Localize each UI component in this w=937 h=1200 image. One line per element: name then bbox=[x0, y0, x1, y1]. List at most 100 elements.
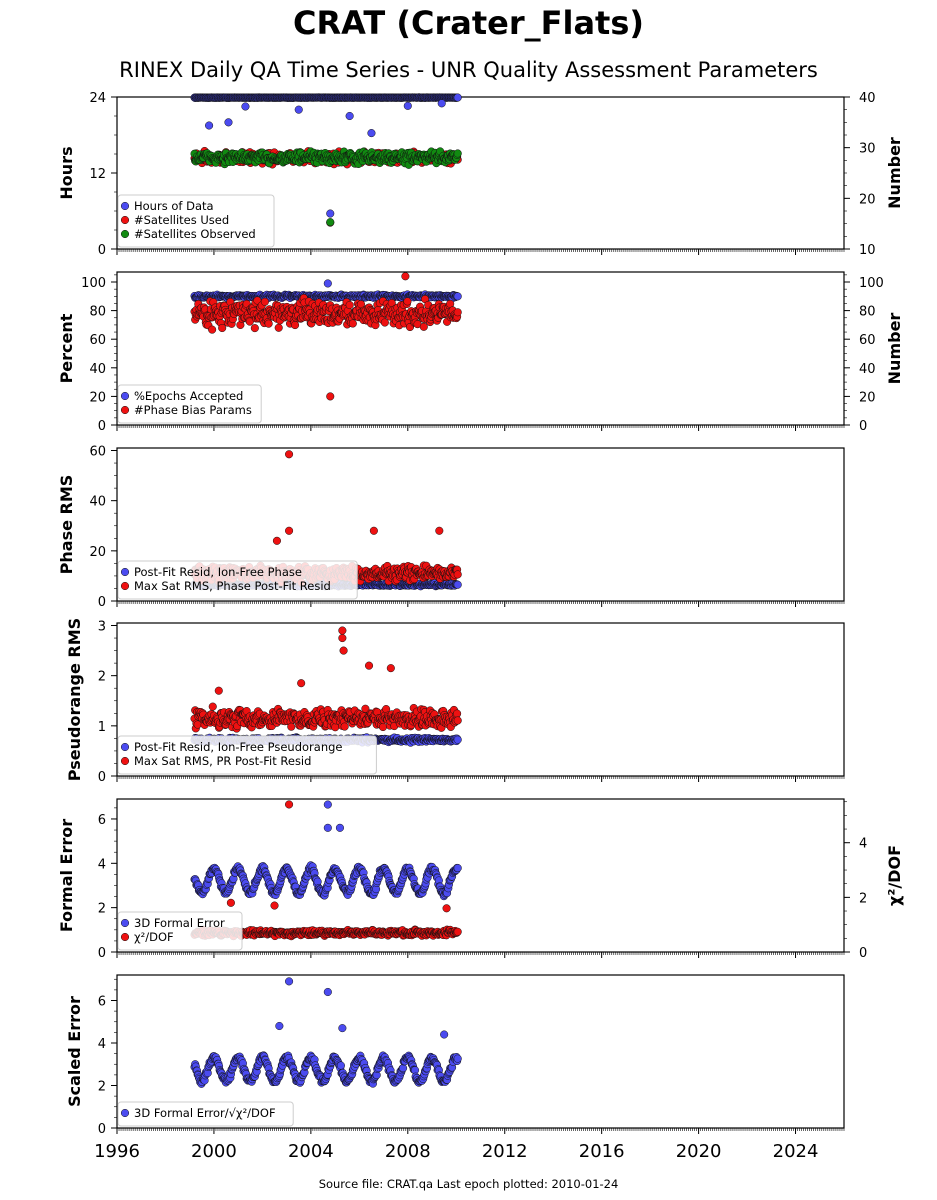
data-point bbox=[419, 322, 428, 331]
data-point bbox=[453, 308, 462, 317]
y-tick-label: 0 bbox=[98, 595, 106, 610]
legend-label: Post-Fit Resid, Ion-Free Phase bbox=[134, 565, 302, 579]
data-point bbox=[380, 318, 389, 327]
figure-subtitle: RINEX Daily QA Time Series - UNR Quality… bbox=[119, 58, 818, 82]
data-point-outlier bbox=[205, 121, 214, 130]
y-tick-label: 0 bbox=[98, 770, 106, 785]
legend-marker bbox=[120, 229, 130, 239]
legend-marker bbox=[120, 581, 130, 591]
x-minor-ticks bbox=[116, 601, 845, 604]
data-point-outlier bbox=[326, 209, 335, 218]
data-point-outlier bbox=[323, 279, 332, 288]
legend: Hours of Data#Satellites Used#Satellites… bbox=[117, 194, 275, 248]
right-y-tick-label: 100 bbox=[859, 276, 884, 291]
data-point bbox=[274, 323, 283, 332]
y-axis-label: Percent bbox=[57, 313, 76, 383]
y-tick-label: 40 bbox=[89, 362, 106, 377]
legend-box bbox=[117, 194, 275, 248]
data-point-outlier bbox=[367, 129, 376, 138]
y-tick-label: 100 bbox=[81, 276, 106, 291]
right-y-tick-label: 30 bbox=[859, 142, 876, 157]
right-y-tick-label: 60 bbox=[859, 333, 876, 348]
legend-label: Max Sat RMS, Phase Post-Fit Resid bbox=[134, 579, 331, 593]
data-point bbox=[453, 93, 462, 102]
y-tick-label: 24 bbox=[89, 91, 106, 106]
legend-label: #Satellites Used bbox=[134, 213, 229, 227]
data-point-outlier bbox=[345, 111, 354, 121]
data-point-outlier bbox=[403, 101, 412, 110]
y-axis-label: Hours bbox=[57, 146, 76, 199]
right-y-axis-label: Number bbox=[885, 137, 904, 209]
data-point-outlier bbox=[285, 450, 294, 459]
data-point-outlier bbox=[401, 272, 410, 281]
data-points bbox=[190, 93, 462, 227]
x-minor-ticks bbox=[116, 425, 845, 428]
y-axis-label: Pseudorange RMS bbox=[65, 618, 84, 781]
panel-2: 0 20 40 60 80 100 Percent 0 20 40 60 80 100 Number %Ep… bbox=[57, 271, 904, 434]
right-y-tick-label: 10 bbox=[859, 243, 876, 258]
data-point bbox=[260, 297, 269, 306]
x-minor-ticks bbox=[116, 249, 845, 252]
y-axis-label: Phase RMS bbox=[57, 475, 76, 575]
right-y-tick-label: 0 bbox=[859, 419, 867, 434]
data-point bbox=[453, 580, 462, 589]
legend-marker bbox=[120, 567, 130, 577]
x-minor-ticks bbox=[116, 776, 845, 779]
data-point-outlier bbox=[437, 99, 446, 108]
legend-label: #Phase Bias Params bbox=[134, 403, 252, 417]
data-point bbox=[290, 321, 300, 330]
legend-label: %Epochs Accepted bbox=[134, 389, 243, 403]
y-tick-label: 60 bbox=[89, 445, 106, 460]
y-tick-label: 20 bbox=[89, 390, 106, 405]
data-point-outlier bbox=[326, 392, 335, 401]
legend-label: Hours of Data bbox=[134, 199, 214, 213]
panel-3: 0 20 40 60 Phase RMS Post-Fit Resid, Ion-Free… bbox=[57, 445, 845, 610]
legend-label: #Satellites Observed bbox=[134, 227, 256, 241]
data-point-outlier bbox=[285, 526, 294, 535]
series-blue bbox=[190, 93, 462, 218]
right-y-axis-label: Number bbox=[885, 313, 904, 385]
data-point bbox=[250, 324, 259, 333]
figure-title: CRAT (Crater_Flats) bbox=[292, 4, 645, 42]
data-point-outlier bbox=[326, 218, 335, 227]
y-tick-label: 40 bbox=[89, 495, 106, 510]
data-point-outlier bbox=[369, 526, 378, 535]
legend-marker bbox=[120, 215, 130, 225]
right-y-tick-label: 20 bbox=[859, 390, 876, 405]
series-blue bbox=[190, 279, 462, 303]
series-red bbox=[190, 272, 462, 401]
data-point bbox=[403, 297, 412, 306]
right-y-tick-label: 20 bbox=[859, 192, 876, 207]
y-tick-label: 3 bbox=[98, 620, 106, 635]
data-point bbox=[453, 292, 462, 301]
data-point-outlier bbox=[272, 536, 281, 545]
data-point bbox=[453, 570, 462, 579]
legend-marker bbox=[120, 201, 130, 211]
data-point bbox=[264, 319, 273, 328]
y-tick-label: 60 bbox=[89, 333, 106, 348]
data-point-outlier bbox=[435, 526, 444, 535]
legend-marker bbox=[120, 405, 130, 415]
right-y-tick-label: 40 bbox=[859, 91, 876, 106]
y-tick-label: 80 bbox=[89, 305, 106, 320]
y-tick-label: 1 bbox=[98, 720, 106, 735]
data-point-outlier bbox=[294, 105, 303, 114]
data-point bbox=[218, 323, 227, 333]
data-points bbox=[190, 626, 462, 747]
right-y-tick-label: 40 bbox=[859, 362, 876, 377]
y-tick-label: 0 bbox=[98, 243, 106, 258]
legend: %Epochs Accepted#Phase Bias Params bbox=[117, 384, 262, 424]
data-points bbox=[190, 272, 462, 401]
data-point-outlier bbox=[224, 118, 233, 127]
data-point-outlier bbox=[241, 102, 250, 111]
data-point bbox=[208, 325, 217, 334]
legend-marker bbox=[120, 391, 130, 401]
data-point bbox=[453, 149, 462, 158]
right-y-tick-label: 80 bbox=[859, 305, 876, 320]
y-tick-label: 2 bbox=[98, 670, 106, 685]
series-green bbox=[190, 147, 462, 227]
